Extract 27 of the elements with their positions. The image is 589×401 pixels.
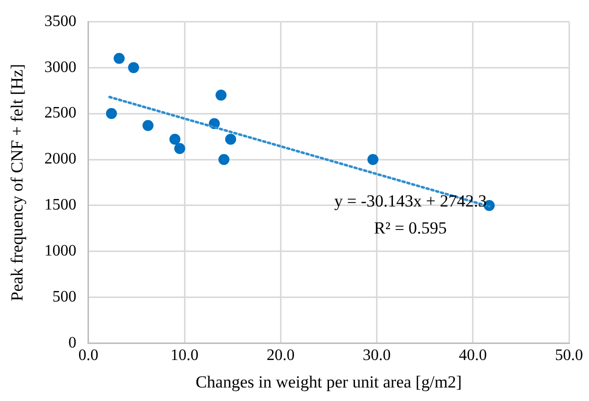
point <box>174 142 186 154</box>
x-tick-label: 0.0 <box>78 347 98 364</box>
y-tick-label: 0 <box>68 334 76 352</box>
x-tick-label: 40.0 <box>458 347 487 364</box>
x-tick-label: 50.0 <box>555 347 583 364</box>
x-tick-label: 20.0 <box>266 347 295 364</box>
point <box>169 134 180 145</box>
y-tick-label: 2500 <box>44 104 76 122</box>
point <box>114 52 125 64</box>
y-tick-label: 2000 <box>44 150 76 168</box>
x-tick-label: 10.0 <box>170 347 199 364</box>
y-tick-label: 500 <box>52 288 76 306</box>
point <box>225 134 236 145</box>
point <box>216 90 227 101</box>
x-axis-title: Changes in weight per unit area [g/m2] <box>196 372 462 392</box>
point <box>367 154 378 166</box>
y-tick-label: 1500 <box>44 196 76 214</box>
point <box>106 108 117 120</box>
annotation: R² = 0.595 <box>374 218 447 238</box>
x-tick-label: 30.0 <box>362 347 391 364</box>
y-tick-label: 3500 <box>44 12 76 30</box>
y-tick-label: 1000 <box>44 242 76 260</box>
y-tick-label: 3000 <box>44 58 76 76</box>
point <box>142 120 154 131</box>
point <box>128 62 140 74</box>
y-axis-title: Peak frequency of CNF + felt [Hz] <box>8 64 27 302</box>
point <box>218 154 230 166</box>
